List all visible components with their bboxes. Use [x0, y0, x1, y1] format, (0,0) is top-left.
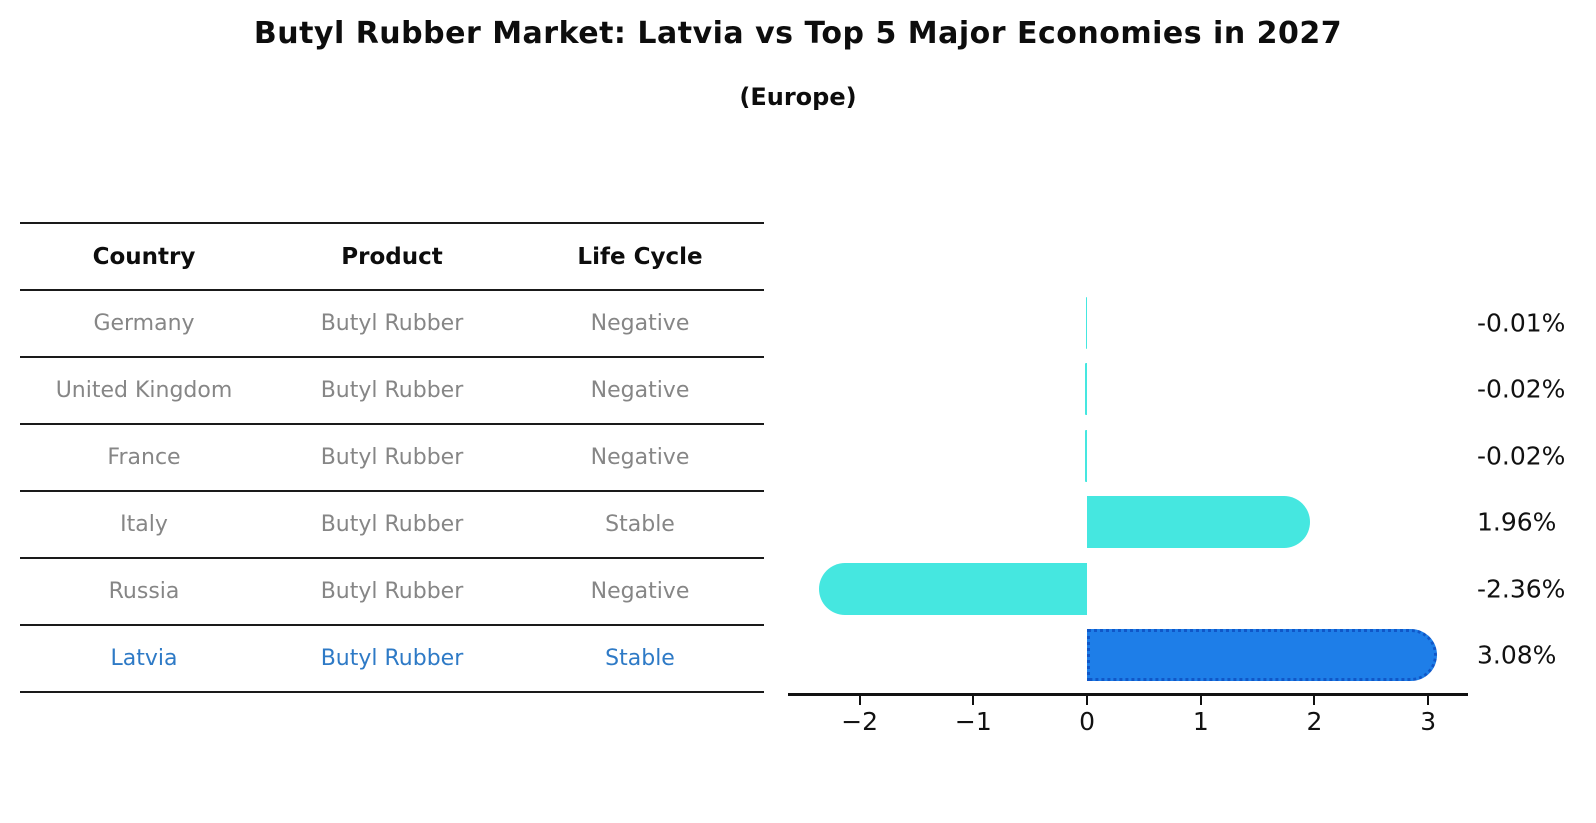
bar-france — [1084, 429, 1088, 482]
x-tick-label: 1 — [1192, 707, 1209, 736]
table-header-row: Country Product Life Cycle — [20, 224, 764, 291]
table-row-france: France Butyl Rubber Negative — [20, 425, 764, 492]
bar-russia — [818, 562, 1088, 615]
table-row-russia: Russia Butyl Rubber Negative — [20, 559, 764, 626]
column-header-lifecycle: Life Cycle — [577, 243, 703, 270]
x-axis-line — [788, 693, 1468, 696]
tick-mark — [1199, 696, 1202, 705]
tick-mark — [1427, 696, 1430, 705]
column-header-country: Country — [92, 243, 196, 270]
cell-lifecycle: Negative — [590, 311, 690, 336]
cell-country: United Kingdom — [55, 378, 233, 403]
cell-product: Butyl Rubber — [320, 646, 464, 671]
bar-value-label: -0.02% — [1477, 374, 1566, 404]
cell-country: Italy — [120, 512, 168, 537]
bar-united-kingdom — [1084, 363, 1088, 415]
bar-latvia — [1087, 629, 1438, 681]
table-row-italy: Italy Butyl Rubber Stable — [20, 492, 764, 559]
x-tick-label: 3 — [1420, 707, 1437, 736]
cell-lifecycle: Stable — [605, 646, 675, 671]
cell-country: France — [107, 445, 181, 470]
x-tick-label: 2 — [1306, 707, 1323, 736]
tick-mark — [1086, 696, 1089, 705]
bar-value-label: 3.08% — [1477, 640, 1557, 670]
cell-country: Russia — [108, 579, 180, 604]
table-row-united-kingdom: United Kingdom Butyl Rubber Negative — [20, 358, 764, 425]
bar-value-label: -0.01% — [1477, 308, 1566, 337]
cell-lifecycle: Negative — [590, 378, 690, 403]
bar-chart: -0.01% -0.02% -0.02% 1.96% -2.36% 3.08% … — [788, 222, 1565, 752]
tick-mark — [972, 696, 975, 705]
cell-product: Butyl Rubber — [320, 579, 464, 604]
cell-lifecycle: Negative — [590, 579, 690, 604]
cell-lifecycle: Negative — [590, 445, 690, 470]
bar-value-label: -2.36% — [1477, 574, 1566, 603]
table-row-germany: Germany Butyl Rubber Negative — [20, 291, 764, 358]
cell-product: Butyl Rubber — [320, 378, 464, 403]
x-tick-label: −2 — [841, 707, 879, 736]
country-table: Country Product Life Cycle Germany Butyl… — [20, 222, 764, 693]
bar-germany — [1085, 296, 1088, 349]
chart-subtitle: (Europe) — [739, 83, 857, 111]
cell-product: Butyl Rubber — [320, 445, 464, 470]
bar-italy — [1087, 496, 1310, 548]
tick-mark — [1313, 696, 1316, 705]
x-tick-label: 0 — [1079, 707, 1096, 736]
bar-value-label: -0.02% — [1477, 441, 1566, 470]
x-tick-label: −1 — [954, 707, 992, 736]
bar-value-label: 1.96% — [1477, 507, 1557, 537]
cell-product: Butyl Rubber — [320, 512, 464, 537]
cell-lifecycle: Stable — [605, 512, 675, 537]
tick-mark — [858, 696, 861, 705]
table-row-latvia: Latvia Butyl Rubber Stable — [20, 626, 764, 693]
chart-title: Butyl Rubber Market: Latvia vs Top 5 Maj… — [253, 16, 1343, 51]
cell-country: Latvia — [110, 646, 178, 671]
cell-country: Germany — [93, 311, 195, 336]
cell-product: Butyl Rubber — [320, 311, 464, 336]
column-header-product: Product — [341, 243, 443, 270]
